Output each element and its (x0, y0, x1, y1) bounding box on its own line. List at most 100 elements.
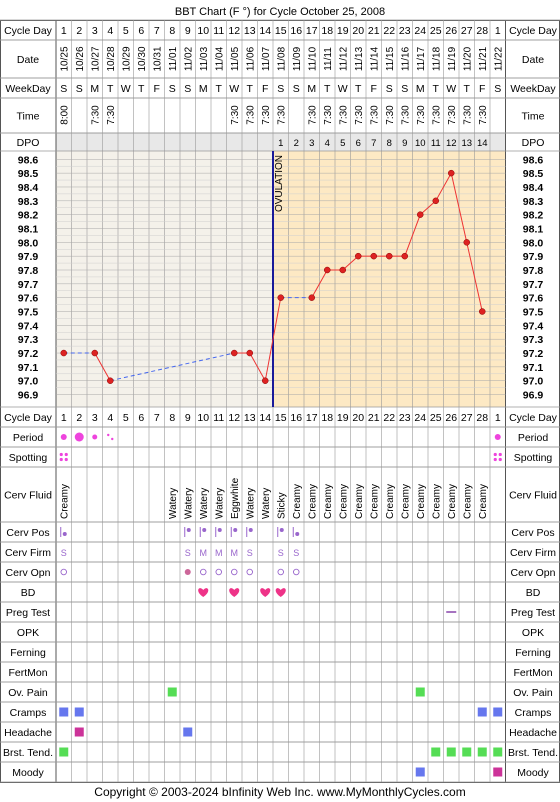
date-cell: 11/05 (230, 46, 241, 71)
period-dot (92, 434, 98, 440)
cycle-day-bottom: 1 (495, 412, 501, 424)
moody-mark (415, 767, 425, 777)
temp-point (479, 308, 486, 315)
weekday-cell: F (371, 83, 377, 95)
temp-point (324, 266, 331, 274)
weekday-cell: F (262, 83, 268, 95)
cycle-day-bottom: 14 (259, 412, 271, 424)
cerv-fluid-cell: Creamy (307, 484, 318, 519)
temp-point (246, 349, 253, 357)
weekday-cell: W (229, 83, 239, 95)
row-label-right-headache: Headache (509, 727, 557, 739)
cycle-day-bottom: 26 (445, 412, 457, 424)
cerv-fluid-cell: Creamy (462, 484, 473, 519)
row-label-right-cycle_day: Cycle Day (509, 25, 558, 37)
cycle-day-top: 24 (414, 25, 426, 37)
period-dot (111, 437, 114, 441)
date-cell: 10/30 (137, 46, 148, 71)
temp-tick-right: 98.6 (523, 154, 544, 166)
period-dot (494, 434, 501, 440)
cycle-day-bottom: 6 (138, 412, 144, 424)
cycle-day-bottom: 23 (399, 412, 411, 424)
cycle-day-bottom: 2 (76, 412, 82, 424)
weekday-cell: S (76, 83, 83, 95)
moody-mark (493, 767, 503, 777)
temp-tick-right: 97.7 (523, 279, 544, 291)
ov-pain-mark (167, 687, 177, 697)
row-label-left-bd: BD (21, 587, 36, 599)
time-cell: 7:30 (400, 105, 411, 125)
temp-point (386, 252, 393, 260)
temp-tick-left: 97.9 (18, 251, 39, 263)
row-label-left-moody: Moody (12, 767, 44, 779)
temp-line-segment (435, 172, 452, 202)
cerv-fluid-cell: Creamy (447, 484, 458, 519)
row-label-right-date: Date (522, 54, 544, 66)
temp-point (448, 169, 455, 177)
dpo-cell: 6 (356, 138, 361, 149)
row-label-right-cycle_day: Cycle Day (509, 412, 558, 424)
time-cell: 7:30 (106, 105, 117, 125)
time-cell: 8:00 (59, 105, 70, 125)
temp-tick-left: 97.0 (18, 376, 39, 388)
time-cell: 7:30 (338, 105, 349, 125)
temp-line-segment (94, 352, 111, 381)
chart-title: BBT Chart (F °) for Cycle October 25, 20… (175, 6, 385, 18)
row-label-right-cerv_firm: Cerv Firm (510, 547, 556, 559)
cycle-day-top: 20 (352, 25, 364, 37)
row-label-left-cycle_day: Cycle Day (4, 25, 53, 37)
weekday-cell: T (216, 83, 223, 95)
grid (0, 19, 560, 783)
cerv-fluid-cell: Creamy (292, 484, 303, 519)
date-cell: 10/29 (121, 46, 132, 71)
cycle-day-bottom: 22 (383, 412, 395, 424)
spotting-dot (493, 452, 497, 457)
cerv-firm-mark: S (293, 548, 299, 558)
row-label-right-cramps: Cramps (515, 707, 552, 719)
temp-tick-right: 97.8 (523, 265, 544, 277)
breast-tenderness-mark (493, 747, 503, 757)
cerv-opn-mark (293, 568, 300, 576)
cycle-day-bottom: 5 (123, 412, 129, 424)
row-label-right-preg_test: Preg Test (511, 607, 555, 619)
cycle-day-top: 2 (76, 25, 82, 37)
date-cell: 11/12 (338, 46, 349, 71)
cerv-fluid-cell: Creamy (431, 484, 442, 519)
post-ovulation-bg (273, 151, 506, 407)
temp-line-segment (342, 255, 359, 271)
weekday-cell: M (307, 83, 316, 95)
cycle-day-bottom: 7 (154, 412, 160, 424)
cycle-day-top: 16 (290, 25, 302, 37)
cerv-pos-mark (186, 528, 191, 532)
row-label-left-brst_tend: Brst. Tend. (3, 747, 53, 759)
cerv-firm-mark: M (231, 548, 239, 558)
cycle-day-bottom: 10 (197, 412, 209, 424)
cycle-day-bottom: 11 (213, 412, 224, 424)
time-cell: 7:30 (276, 105, 287, 125)
date-cell: 11/01 (168, 46, 179, 71)
row-label-right-brst_tend: Brst. Tend. (508, 747, 558, 759)
row-label-right-period: Period (518, 432, 549, 444)
ovulation-label: OVULATION (274, 155, 285, 212)
cerv-fluid-cell: Creamy (385, 484, 396, 519)
temp-point (370, 252, 377, 260)
temp-point (463, 239, 470, 246)
temp-line-segment (264, 297, 282, 381)
dpo-cell: 11 (431, 138, 441, 149)
temp-line-segment (450, 173, 468, 243)
date-cell: 11/09 (292, 46, 303, 71)
cycle-day-top: 8 (169, 25, 175, 37)
row-label-left-cycle_day: Cycle Day (4, 412, 53, 424)
cramps-mark (59, 707, 69, 717)
row-label-left-spotting: Spotting (9, 452, 48, 464)
temp-point (432, 197, 439, 205)
temp-tick-left: 98.5 (18, 168, 39, 180)
spotting-dot (59, 452, 63, 457)
row-label-left-cerv_firm: Cerv Firm (5, 547, 51, 559)
temp-tick-right: 98.0 (523, 237, 544, 249)
cerv-opn-mark (199, 568, 207, 576)
temp-tick-left: 98.6 (18, 154, 39, 166)
breast-tenderness-mark (59, 747, 69, 757)
cramps-mark (477, 707, 487, 717)
